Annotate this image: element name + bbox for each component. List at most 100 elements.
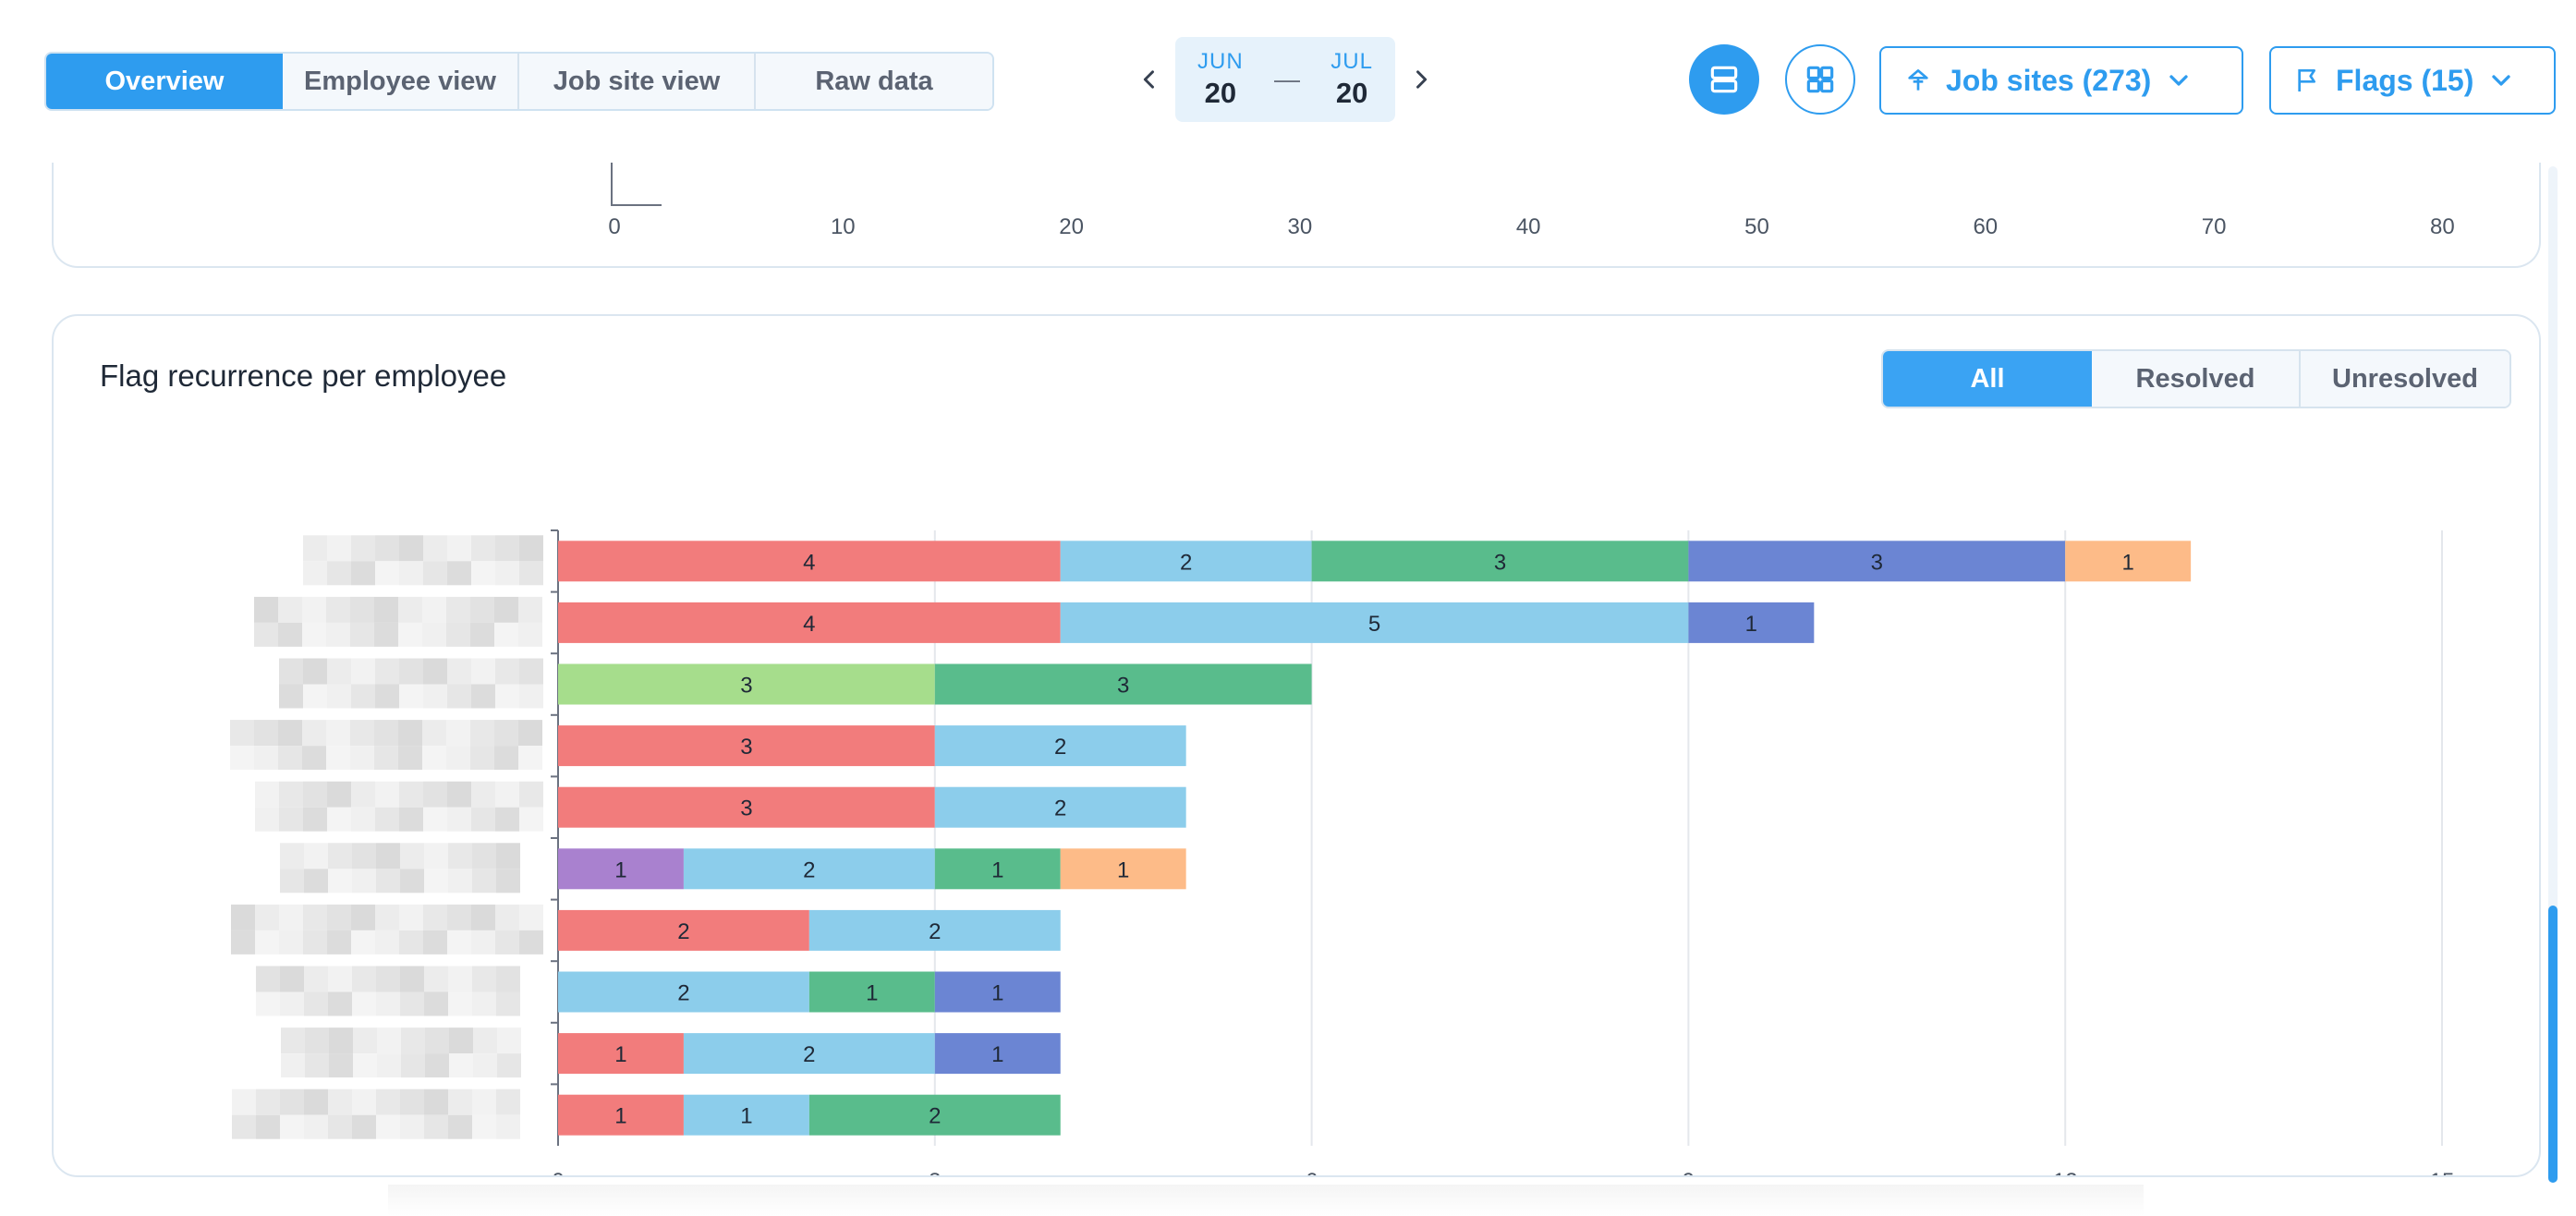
next-period-button[interactable]	[1395, 37, 1447, 122]
redacted-employee-name	[472, 1114, 496, 1139]
previous-chart-x-tick: 50	[1744, 214, 1769, 239]
redacted-employee-name	[352, 1114, 376, 1139]
job-sites-dropdown[interactable]: Job sites (273)	[1879, 46, 2243, 115]
list-layout-button[interactable]	[1689, 44, 1759, 115]
redacted-employee-name	[328, 966, 352, 992]
redacted-employee-name	[328, 1114, 352, 1139]
filter-resolved[interactable]: Resolved	[2092, 351, 2301, 407]
redacted-employee-name	[398, 720, 422, 747]
bar-segment-label: 4	[803, 612, 815, 637]
redacted-employee-name	[302, 622, 326, 647]
redacted-employee-name	[303, 535, 327, 562]
redacted-employee-name	[329, 1028, 353, 1054]
redacted-employee-name	[447, 658, 471, 685]
redacted-employee-name	[471, 781, 495, 808]
redacted-employee-name	[350, 622, 374, 647]
flag-recurrence-card: Flag recurrence per employee All Resolve…	[52, 314, 2541, 1177]
redacted-employee-name	[495, 684, 519, 709]
previous-period-button[interactable]	[1124, 37, 1175, 122]
redacted-employee-name	[399, 930, 423, 955]
redacted-employee-name	[303, 904, 327, 930]
bar-segment-label: 3	[1494, 550, 1506, 575]
redacted-employee-name	[327, 807, 351, 832]
redacted-employee-name	[494, 622, 518, 647]
redacted-employee-name	[470, 746, 494, 771]
tab-raw-data[interactable]: Raw data	[756, 54, 992, 109]
redacted-employee-name	[303, 658, 327, 685]
redacted-employee-name	[377, 1053, 401, 1078]
bar-segment	[558, 971, 809, 1013]
redacted-employee-name	[302, 746, 326, 771]
redacted-employee-name	[232, 1088, 256, 1115]
redacted-employee-name	[494, 720, 518, 747]
scrollbar-thumb[interactable]	[2548, 906, 2558, 1183]
redacted-employee-name	[280, 843, 304, 869]
end-day: 20	[1335, 77, 1368, 109]
job-sites-label: Job sites (273)	[1946, 63, 2152, 97]
bar-segment	[1688, 602, 1815, 643]
x-tick-label: 9	[1683, 1169, 1695, 1175]
tab-job-site-view[interactable]: Job site view	[519, 54, 756, 109]
redacted-employee-name	[279, 781, 303, 808]
redacted-employee-name	[375, 781, 399, 808]
redacted-employee-name	[519, 684, 543, 709]
grid-layout-button[interactable]	[1785, 44, 1855, 115]
redacted-employee-name	[424, 843, 448, 869]
bar-segment-label: 3	[740, 735, 752, 760]
redacted-employee-name	[302, 596, 326, 623]
redacted-employee-name	[448, 991, 472, 1016]
redacted-employee-name	[376, 869, 400, 894]
bar-segment-label: 3	[1871, 550, 1883, 575]
redacted-employee-name	[375, 904, 399, 930]
redacted-employee-name	[230, 746, 254, 771]
tab-employee-view[interactable]: Employee view	[283, 54, 519, 109]
date-range-picker[interactable]: JUN 20 — JUL 20	[1175, 37, 1395, 122]
redacted-employee-name	[304, 1088, 328, 1115]
redacted-employee-name	[375, 807, 399, 832]
date-range-navigator: JUN 20 — JUL 20	[1124, 37, 1447, 122]
redacted-employee-name	[447, 535, 471, 562]
redacted-employee-name	[303, 561, 327, 586]
flags-dropdown[interactable]: Flags (15)	[2269, 46, 2556, 115]
redacted-employee-name	[231, 930, 255, 955]
redacted-employee-name	[303, 684, 327, 709]
redacted-employee-name	[230, 720, 254, 747]
redacted-employee-name	[496, 966, 520, 992]
redacted-employee-name	[350, 596, 374, 623]
bar-segment	[558, 848, 684, 890]
redacted-employee-name	[423, 684, 447, 709]
scrollbar-track[interactable]	[2548, 166, 2558, 1183]
redacted-employee-name	[376, 966, 400, 992]
chevron-left-icon	[1143, 70, 1154, 89]
redacted-employee-name	[399, 904, 423, 930]
redacted-employee-name	[424, 966, 448, 992]
previous-chart-x-tick: 10	[830, 214, 856, 239]
redacted-employee-name	[352, 1088, 376, 1115]
redacted-employee-name	[400, 869, 424, 894]
bar-segment	[934, 725, 1186, 767]
start-day: 20	[1204, 77, 1237, 109]
redacted-employee-name	[375, 930, 399, 955]
bar-segment	[558, 602, 1061, 643]
redacted-employee-name	[470, 720, 494, 747]
redacted-employee-name	[375, 561, 399, 586]
redacted-employee-name	[424, 1088, 448, 1115]
redacted-employee-name	[326, 720, 350, 747]
redacted-employee-name	[424, 991, 448, 1016]
filter-unresolved[interactable]: Unresolved	[2301, 351, 2509, 407]
bar-segment-label: 1	[2121, 550, 2133, 575]
redacted-employee-name	[399, 807, 423, 832]
redacted-employee-name	[449, 1028, 473, 1054]
redacted-employee-name	[448, 1114, 472, 1139]
tab-overview[interactable]: Overview	[46, 54, 283, 109]
filter-all[interactable]: All	[1883, 351, 2092, 407]
redacted-employee-name	[496, 1088, 520, 1115]
redacted-employee-name	[422, 622, 446, 647]
redacted-employee-name	[447, 807, 471, 832]
rows-icon	[1710, 66, 1738, 93]
redacted-employee-name	[471, 904, 495, 930]
redacted-employee-name	[398, 746, 422, 771]
redacted-employee-name	[447, 684, 471, 709]
redacted-employee-name	[446, 622, 470, 647]
redacted-employee-name	[518, 720, 542, 747]
